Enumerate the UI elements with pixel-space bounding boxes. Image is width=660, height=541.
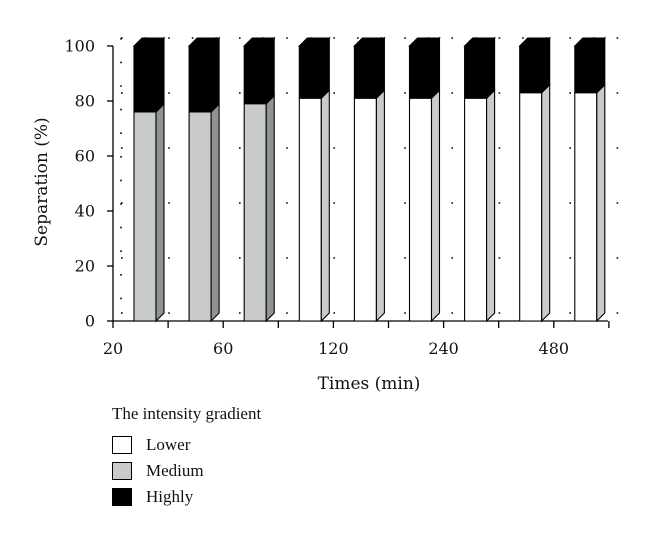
bar-4-top bbox=[353, 37, 386, 47]
bar-3-lower-front bbox=[298, 97, 322, 322]
y-tick-label-80: 80 bbox=[75, 92, 95, 111]
bar-4-highly-front bbox=[353, 45, 377, 99]
legend-item-lower: Lower bbox=[112, 432, 261, 458]
bar-4-highly-side bbox=[375, 36, 385, 100]
legend-swatch-highly bbox=[112, 488, 132, 506]
bar-8 bbox=[573, 36, 607, 323]
bar-3-lower-side bbox=[320, 88, 330, 323]
bar-2-highly-side bbox=[265, 36, 275, 106]
y-tick-label-20: 20 bbox=[75, 257, 95, 276]
bar-3 bbox=[297, 36, 331, 323]
bar-7 bbox=[518, 36, 552, 323]
x-tick-label-240: 240 bbox=[428, 339, 459, 358]
x-tick-label-120: 120 bbox=[318, 339, 349, 358]
bar-5 bbox=[408, 36, 441, 323]
bar-1-top bbox=[187, 37, 221, 47]
bar-1-medium-side bbox=[210, 102, 220, 323]
bar-6-top bbox=[463, 37, 496, 47]
bar-2-highly-front bbox=[243, 45, 267, 105]
bar-3-top bbox=[297, 37, 331, 47]
bar-0-medium-front bbox=[133, 111, 157, 322]
bar-1-medium-front bbox=[188, 111, 212, 322]
bar-6 bbox=[463, 36, 496, 323]
bar-2-medium-side bbox=[265, 94, 275, 323]
bar-8-lower-front bbox=[574, 92, 598, 322]
bar-6-lower-side bbox=[486, 88, 496, 323]
y-axis-title: Separation (%) bbox=[32, 117, 52, 246]
x-tick-label-60: 60 bbox=[213, 339, 233, 358]
bar-3-highly-side bbox=[320, 36, 330, 100]
bar-7-lower-side bbox=[541, 83, 551, 323]
y-tick-label-100: 100 bbox=[64, 37, 95, 56]
bar-7-highly-side bbox=[541, 36, 551, 95]
bar-7-highly-front bbox=[519, 45, 543, 94]
bar-1-highly-side bbox=[210, 36, 220, 114]
legend-label-medium: Medium bbox=[146, 461, 204, 480]
bar-7-top bbox=[518, 37, 552, 47]
bar-0-top bbox=[132, 37, 166, 47]
bar-5-lower-side bbox=[430, 88, 441, 323]
bar-4 bbox=[353, 36, 386, 323]
legend-title: The intensity gradient bbox=[112, 404, 262, 423]
bar-4-lower-front bbox=[353, 97, 377, 322]
bar-2 bbox=[242, 36, 276, 323]
bar-6-highly-side bbox=[486, 36, 496, 100]
bar-6-highly-front bbox=[464, 45, 488, 99]
bar-2-medium-front bbox=[243, 103, 267, 322]
legend-item-highly: Highly bbox=[112, 484, 261, 510]
bar-1-highly-front bbox=[188, 45, 212, 113]
y-tick-label-0: 0 bbox=[85, 312, 95, 331]
bar-5-highly-side bbox=[430, 36, 441, 100]
bar-0-highly-side bbox=[155, 36, 165, 114]
bar-4-lower-side bbox=[375, 88, 385, 323]
legend-label-lower: Lower bbox=[146, 435, 191, 454]
bar-5-top bbox=[408, 37, 441, 47]
bar-3-highly-front bbox=[298, 45, 322, 99]
bar-0-medium-side bbox=[155, 102, 165, 323]
y-tick-label-40: 40 bbox=[75, 202, 95, 221]
legend-label-highly: Highly bbox=[146, 487, 194, 506]
bar-6-lower-front bbox=[464, 97, 488, 322]
bar-2-top bbox=[242, 37, 276, 47]
bar-layer bbox=[132, 36, 607, 323]
bar-7-lower-front bbox=[519, 92, 543, 322]
bar-8-highly-side bbox=[596, 36, 606, 95]
legend-swatch-medium bbox=[112, 462, 132, 480]
bar-0 bbox=[132, 36, 166, 323]
legend-item-medium: Medium bbox=[112, 458, 261, 484]
legend-swatch-lower bbox=[112, 436, 132, 454]
legend: The intensity gradient Lower Medium High… bbox=[112, 404, 261, 510]
x-tick-label-480: 480 bbox=[539, 339, 570, 358]
y-tick-label-60: 60 bbox=[75, 147, 95, 166]
bar-0-highly-front bbox=[133, 45, 157, 113]
bar-1 bbox=[187, 36, 221, 323]
axis-layer: 0 20 40 60 80 100 20 60 120 240 480 bbox=[64, 37, 610, 358]
x-axis-title: Times (min) bbox=[318, 374, 421, 394]
bar-5-highly-front bbox=[408, 45, 433, 99]
bar-8-lower-side bbox=[596, 83, 606, 323]
bar-8-top bbox=[573, 37, 607, 47]
bar-8-highly-front bbox=[574, 45, 598, 94]
bar-5-lower-front bbox=[408, 97, 433, 322]
x-tick-label-20: 20 bbox=[103, 339, 123, 358]
